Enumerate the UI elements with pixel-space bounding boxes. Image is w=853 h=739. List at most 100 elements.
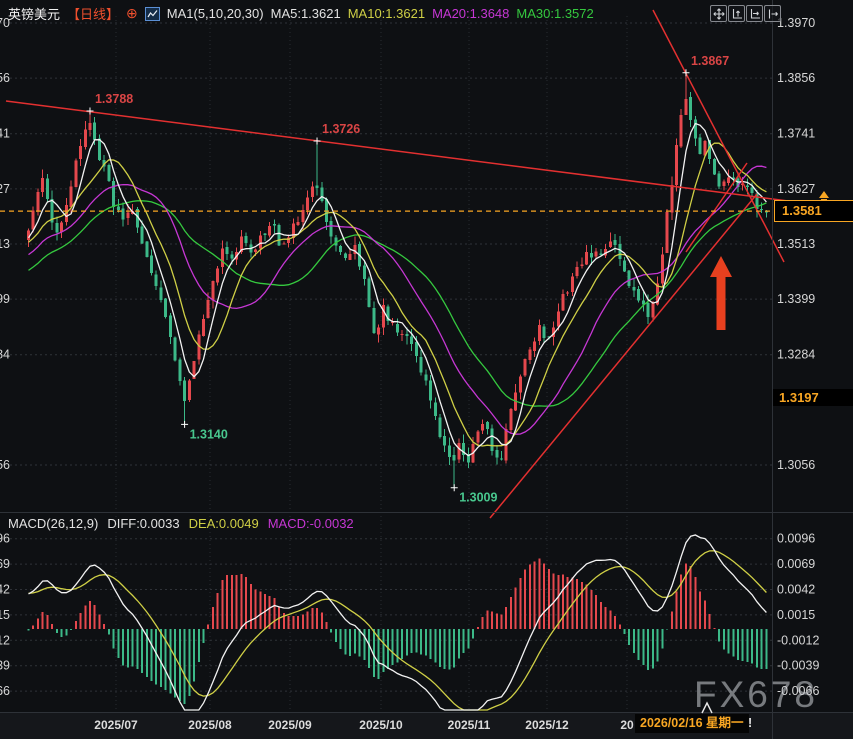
candle-body <box>45 178 49 200</box>
candle-body <box>575 267 579 276</box>
candle-body <box>537 325 541 341</box>
candle-body <box>665 212 669 253</box>
candle-body <box>641 300 645 305</box>
price-tick-label: 1.3970 <box>777 16 815 30</box>
ma20-value: MA20:1.3648 <box>432 6 510 21</box>
candle-body <box>589 252 593 258</box>
up-arrow-annotation[interactable] <box>710 256 732 330</box>
price-tick-label: 1.3513 <box>777 237 815 251</box>
swing-high-label: 1.3726 <box>322 122 360 136</box>
swing-marker-icon <box>450 484 458 492</box>
candle-body <box>339 246 343 253</box>
price-tick-label-clipped: 0.0069 <box>0 557 10 571</box>
candle-body <box>679 114 683 147</box>
swing-low-label: 1.3009 <box>459 491 497 505</box>
candle-body <box>98 138 101 160</box>
candle-body <box>580 264 584 266</box>
candle-body <box>362 265 366 280</box>
candle-body <box>225 246 229 254</box>
macd-dea-line <box>28 550 767 711</box>
trend-line[interactable] <box>685 162 748 253</box>
time-scale-button[interactable] <box>746 5 763 22</box>
price-tick-label: 1.3056 <box>777 458 815 472</box>
price-up-marker-icon <box>819 191 829 201</box>
axis-ticks-layer: 1.3970 1.3970 1.3856 1.3856 1.3741 1.3741 1.36… <box>0 16 819 698</box>
candle-body <box>27 230 30 240</box>
candle-body <box>438 417 442 437</box>
ma10-value: MA10:1.3621 <box>347 6 426 21</box>
candle-body <box>216 268 220 283</box>
candle-body <box>348 254 352 261</box>
candle-body <box>646 303 650 318</box>
candle-body <box>703 141 707 156</box>
price-tick-label-clipped: 1.3056 <box>0 458 10 472</box>
price-tick-label: -0.0039 <box>777 659 819 673</box>
chart-style-icon[interactable] <box>144 6 160 21</box>
candle-body <box>145 241 149 257</box>
candle-body <box>395 323 399 333</box>
price-tick-label-clipped: 1.3513 <box>0 237 10 251</box>
candle-body <box>760 208 764 211</box>
candle-body <box>93 122 97 140</box>
candle-body <box>60 222 64 232</box>
candle-body <box>400 333 404 336</box>
candle-body <box>343 253 347 259</box>
ma20-line <box>28 165 767 435</box>
trend-line[interactable] <box>489 193 758 519</box>
candle-body <box>74 160 78 188</box>
candle-body <box>202 318 205 336</box>
price-tick-label-clipped: 1.3627 <box>0 182 10 196</box>
candle-body <box>689 97 693 121</box>
candlesticks-layer <box>27 72 768 488</box>
compare-add-icon[interactable]: ⊕ <box>126 5 138 21</box>
candle-body <box>627 270 631 287</box>
trend-line[interactable] <box>5 100 789 202</box>
candle-body <box>50 198 54 223</box>
pan-tool-button[interactable] <box>710 5 727 22</box>
ma10-line <box>28 142 767 447</box>
candle-body <box>660 254 664 284</box>
symbol-title: 英镑美元 <box>8 7 61 22</box>
candle-body <box>500 458 503 460</box>
ma5-line <box>27 122 767 457</box>
candle-body <box>731 177 735 179</box>
candle-body <box>31 210 35 230</box>
candle-body <box>476 431 480 443</box>
candle-body <box>736 178 740 187</box>
current-price-label: 1.3581 <box>774 200 853 222</box>
candle-body <box>755 193 759 209</box>
time-axis-label: 20 <box>620 718 634 732</box>
macd-header: MACD(26,12,9) DIFF:0.0033 DEA:0.0049 MAC… <box>8 516 354 531</box>
candle-body <box>632 287 636 291</box>
candle-body <box>69 186 73 207</box>
marked-price-label: 1.3197 <box>773 389 853 406</box>
candle-body <box>282 243 286 245</box>
candle-body <box>263 233 267 235</box>
candle-body <box>310 186 314 197</box>
candle-body <box>613 240 617 245</box>
candle-body <box>187 380 191 401</box>
candle-body <box>651 303 655 318</box>
swing-marker-icon <box>313 137 321 145</box>
price-tick-label: 1.3741 <box>777 127 815 141</box>
candle-body <box>637 288 641 301</box>
candle-body <box>112 180 116 207</box>
go-latest-button[interactable] <box>764 5 781 22</box>
price-scale-button[interactable] <box>728 5 745 22</box>
time-axis-label: 2025/09 <box>268 718 312 732</box>
candle-body <box>764 211 768 213</box>
candle-body <box>116 206 120 211</box>
candle-body <box>377 327 380 335</box>
time-axis-caret-icon <box>701 701 713 714</box>
trend-line[interactable] <box>652 9 785 263</box>
macd-histogram-layer <box>27 558 768 704</box>
go-latest-icon <box>768 9 778 18</box>
timeframe-label[interactable]: 【日线】 <box>67 7 120 22</box>
candle-body <box>164 298 168 317</box>
candle-body <box>414 342 418 357</box>
candle-body <box>571 276 574 292</box>
candle-body <box>509 409 513 431</box>
candle-body <box>561 293 565 311</box>
